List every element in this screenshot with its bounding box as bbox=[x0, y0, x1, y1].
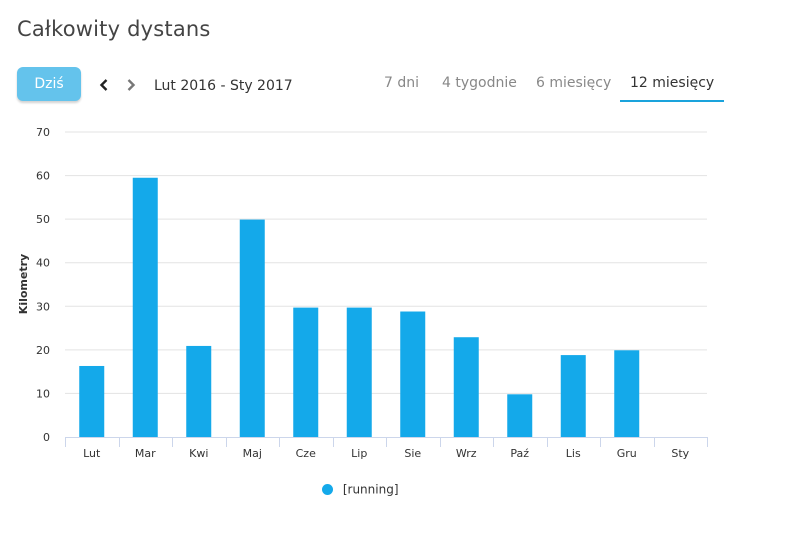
bar-cze[interactable] bbox=[293, 307, 319, 437]
date-range-label: Lut 2016 - Sty 2017 bbox=[154, 78, 293, 94]
bar-lip[interactable] bbox=[346, 307, 372, 437]
chart-legend[interactable]: [running] bbox=[322, 482, 399, 498]
chart-x-axis: Lut Mar Kwi Maj Cze Lip Sie Wrz Paź Lis Gru Sty bbox=[65, 437, 708, 460]
tab-12-months[interactable]: 12 miesięcy bbox=[620, 66, 725, 102]
x-tick-label: Gru bbox=[617, 447, 637, 460]
tab-7-days[interactable]: 7 dni bbox=[384, 75, 420, 91]
y-axis-label: Kilometry bbox=[17, 254, 30, 314]
x-tick-label: Sie bbox=[404, 447, 421, 460]
x-tick-label: Paź bbox=[510, 447, 529, 460]
bar-wrz[interactable] bbox=[453, 337, 479, 437]
x-tick-label: Sty bbox=[671, 447, 689, 460]
tab-4-weeks[interactable]: 4 tygodnie bbox=[442, 75, 517, 91]
bar-lut[interactable] bbox=[79, 365, 105, 437]
x-tick-label: Cze bbox=[296, 447, 316, 460]
x-tick-label: Lut bbox=[83, 447, 101, 460]
y-tick-label: 0 bbox=[43, 431, 50, 444]
chevron-right-icon bbox=[127, 79, 136, 91]
next-period-button[interactable] bbox=[125, 77, 137, 93]
chart-y-axis: 0 10 20 30 40 50 60 70 bbox=[36, 126, 50, 444]
chart-grid bbox=[65, 131, 707, 394]
x-tick-label: Lip bbox=[351, 447, 367, 460]
legend-dot bbox=[322, 484, 333, 495]
x-tick-label: Wrz bbox=[456, 447, 477, 460]
y-tick-label: 10 bbox=[36, 387, 50, 400]
y-tick-label: 30 bbox=[36, 300, 50, 313]
y-tick-label: 40 bbox=[36, 257, 50, 270]
page-title: Całkowity dystans bbox=[17, 17, 211, 41]
bar-kwi[interactable] bbox=[186, 345, 212, 437]
y-tick-label: 50 bbox=[36, 213, 50, 226]
y-tick-label: 60 bbox=[36, 170, 50, 183]
legend-label: [running] bbox=[342, 482, 399, 497]
chevron-left-icon bbox=[99, 79, 108, 91]
x-tick-label: Mar bbox=[135, 447, 156, 460]
y-tick-label: 70 bbox=[36, 126, 50, 139]
bar-mar[interactable] bbox=[132, 177, 158, 437]
tab-6-months[interactable]: 6 miesięcy bbox=[536, 75, 612, 91]
x-tick-label: Maj bbox=[243, 447, 262, 460]
bar-maj[interactable] bbox=[239, 219, 265, 437]
bar-lis[interactable] bbox=[560, 355, 586, 437]
x-tick-label: Lis bbox=[566, 447, 581, 460]
previous-period-button[interactable] bbox=[98, 77, 110, 93]
bar-gru[interactable] bbox=[614, 350, 640, 437]
today-button[interactable]: Dziś bbox=[17, 67, 81, 101]
x-tick-label: Kwi bbox=[189, 447, 208, 460]
bar-sie[interactable] bbox=[400, 311, 426, 437]
chart-bars bbox=[79, 177, 640, 437]
y-tick-label: 20 bbox=[36, 344, 50, 357]
bar-paź[interactable] bbox=[507, 394, 533, 437]
